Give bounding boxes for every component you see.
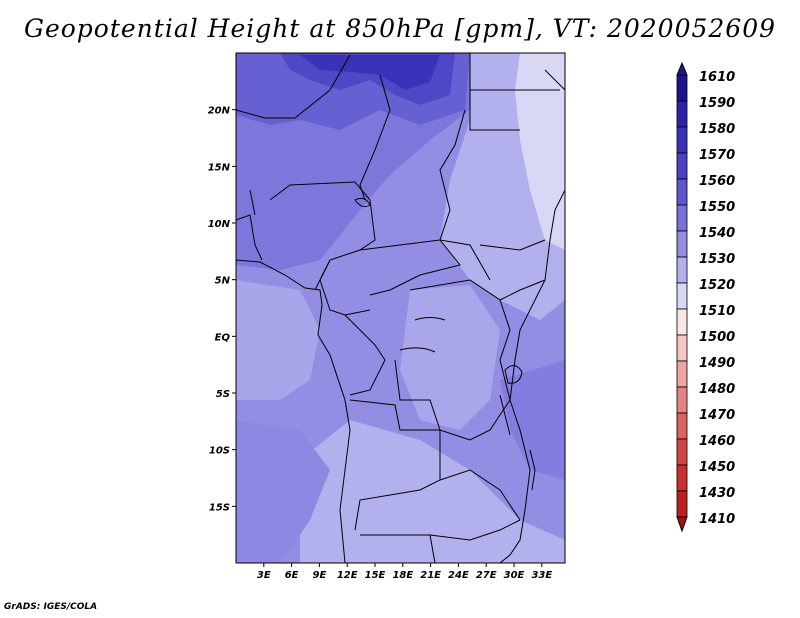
colorbar-swatch <box>676 464 688 492</box>
colorbar-label: 1570 <box>699 148 735 163</box>
contour-fill-1530-congo <box>400 285 500 430</box>
lake-chad <box>354 197 371 208</box>
coastlines-borders <box>236 53 565 563</box>
lon-tick-label: 21E <box>420 570 441 581</box>
border-car <box>359 239 461 296</box>
border-sudan-libya <box>469 90 520 131</box>
latitude-axis: 20N 15N 10N 5N EQ 5S 10S 15S <box>208 106 236 513</box>
border-chad-sudan <box>439 109 491 281</box>
lon-tick-label: 24E <box>448 570 469 581</box>
colorbar-label: 1450 <box>699 460 735 475</box>
colorbar-swatch <box>676 360 688 388</box>
colorbar-swatch <box>676 74 688 102</box>
colorbar-swatch <box>676 386 688 414</box>
contour-fill-1530-south <box>300 420 565 563</box>
colorbar-swatch <box>676 282 688 310</box>
colorbar-label: 1460 <box>699 434 735 449</box>
lake-malawi <box>529 449 536 491</box>
colorbar-label: 1480 <box>699 382 735 397</box>
border-southern <box>360 519 521 563</box>
border-nigeria <box>269 181 376 291</box>
colorbar-label: 1410 <box>699 512 735 527</box>
colorbar-label: 1470 <box>699 408 735 423</box>
colorbar-swatch <box>676 412 688 440</box>
border-kenya-ethiopia <box>479 239 546 301</box>
colorbar-top-arrow <box>676 61 688 76</box>
longitude-axis: 3E 6E 9E 12E 15E 18E 21E 24E 27E 30E 33E <box>257 563 552 581</box>
border-cameroon <box>319 259 371 316</box>
lat-tick-label: EQ <box>215 332 231 343</box>
lat-tick-label: 5S <box>216 389 230 400</box>
colorbar-swatch <box>676 100 688 128</box>
map-frame <box>235 52 566 564</box>
colorbar-label: 1590 <box>699 96 735 111</box>
colorbar-label: 1610 <box>699 70 735 85</box>
colorbar-swatch <box>676 152 688 180</box>
lon-tick-label: 30E <box>504 570 525 581</box>
colorbar-label: 1500 <box>699 330 735 345</box>
colorbar-swatch <box>676 490 688 518</box>
contour-fill-1540-southwest <box>236 420 330 563</box>
lon-tick-label: 3E <box>257 570 271 581</box>
contour-fill-1580 <box>300 55 440 90</box>
border-drc-east <box>394 279 511 441</box>
lon-tick-label: 27E <box>476 570 497 581</box>
border-angola <box>349 399 441 531</box>
river-congo <box>399 317 446 353</box>
colorbar-swatch <box>676 204 688 232</box>
lon-tick-label: 6E <box>285 570 299 581</box>
colorbar: 1610 1590 1580 1570 1560 1550 1540 1530 1520 1510… <box>676 61 735 533</box>
border-congo <box>344 314 386 396</box>
colorbar-label: 1560 <box>699 174 735 189</box>
colorbar-label: 1490 <box>699 356 735 371</box>
colorbar-swatch <box>676 126 688 154</box>
colorbar-bottom-arrow <box>676 516 688 533</box>
lake-tanganyika <box>499 394 511 436</box>
colorbar-swatch <box>676 308 688 336</box>
lon-tick-label: 15E <box>365 570 386 581</box>
contour-fill-1520-east <box>515 53 565 250</box>
border-niger-algeria <box>236 54 351 119</box>
lat-tick-label: 15N <box>208 162 231 173</box>
contour-fill-1550-southeast <box>500 360 565 480</box>
border-zambia <box>439 469 521 521</box>
lake-victoria <box>504 365 523 384</box>
contour-fill-1530-gulf <box>236 280 320 400</box>
colorbar-swatch <box>676 178 688 206</box>
lon-tick-label: 9E <box>313 570 327 581</box>
colorbar-swatch <box>676 256 688 284</box>
grads-credit: GrADS: IGES/COLA <box>4 602 98 612</box>
colorbar-swatch <box>676 438 688 466</box>
lon-tick-label: 33E <box>531 570 552 581</box>
lat-tick-label: 15S <box>209 502 230 513</box>
lat-tick-label: 20N <box>208 106 231 117</box>
lat-tick-label: 5N <box>215 276 231 287</box>
lat-tick-label: 10S <box>209 446 230 457</box>
lon-tick-label: 12E <box>337 570 358 581</box>
lon-tick-label: 18E <box>392 570 413 581</box>
colorbar-label: 1430 <box>699 486 735 501</box>
colorbar-swatch <box>676 230 688 258</box>
coastline-west-africa <box>236 259 351 563</box>
colorbar-label: 1550 <box>699 200 735 215</box>
colorbar-label: 1580 <box>699 122 735 137</box>
colorbar-label: 1520 <box>699 278 735 293</box>
colorbar-label: 1530 <box>699 252 735 267</box>
border-west-small <box>236 189 263 261</box>
map-title: Geopotential Height at 850hPa [gpm], VT:… <box>23 14 777 43</box>
map-plot-area <box>236 53 565 563</box>
colorbar-label: 1540 <box>699 226 735 241</box>
colorbar-swatch <box>676 334 688 362</box>
lat-tick-label: 10N <box>208 219 231 230</box>
colorbar-label: 1510 <box>699 304 735 319</box>
